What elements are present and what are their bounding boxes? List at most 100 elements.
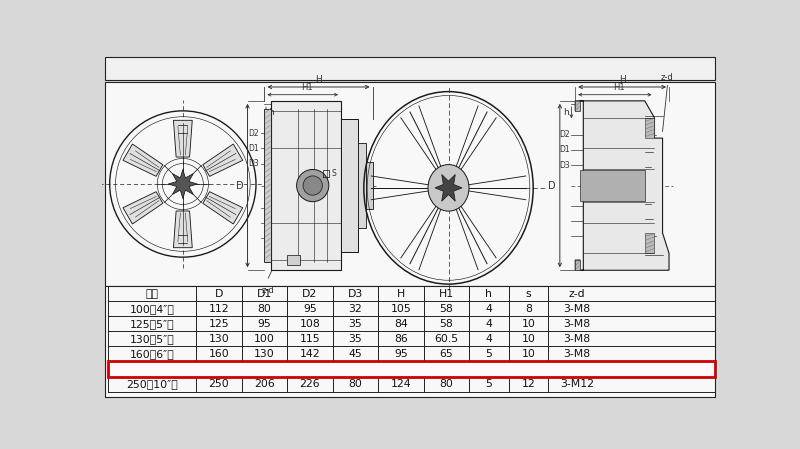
Polygon shape <box>168 169 198 198</box>
Text: 80: 80 <box>439 379 454 389</box>
Text: 65: 65 <box>439 349 454 359</box>
Text: h: h <box>486 289 492 299</box>
FancyBboxPatch shape <box>105 286 715 396</box>
Text: H1: H1 <box>439 289 454 299</box>
Text: 165: 165 <box>254 364 274 374</box>
Text: 4: 4 <box>486 334 492 344</box>
Text: 规格: 规格 <box>146 289 158 299</box>
Text: h: h <box>268 108 274 117</box>
Text: D: D <box>236 180 244 190</box>
Text: D1: D1 <box>249 144 259 153</box>
Ellipse shape <box>428 165 469 211</box>
FancyBboxPatch shape <box>287 255 300 265</box>
Text: z-d: z-d <box>661 73 674 82</box>
Text: S: S <box>332 169 337 178</box>
Text: 226: 226 <box>299 379 320 389</box>
Text: 115: 115 <box>299 334 320 344</box>
FancyBboxPatch shape <box>366 162 373 209</box>
Text: 12: 12 <box>522 379 535 389</box>
Text: D1: D1 <box>559 145 570 154</box>
Text: 160: 160 <box>209 349 230 359</box>
Text: 80: 80 <box>349 379 362 389</box>
FancyBboxPatch shape <box>645 118 654 138</box>
Polygon shape <box>435 175 462 201</box>
Text: 250: 250 <box>209 379 230 389</box>
FancyBboxPatch shape <box>271 101 341 270</box>
Text: 65: 65 <box>349 364 362 374</box>
Text: 95: 95 <box>258 319 271 329</box>
Text: H: H <box>618 75 626 84</box>
Text: 125: 125 <box>209 319 230 329</box>
Polygon shape <box>123 192 163 224</box>
Polygon shape <box>174 120 192 157</box>
Text: 5: 5 <box>486 364 492 374</box>
Text: 113: 113 <box>390 364 411 374</box>
Text: 4: 4 <box>486 304 492 314</box>
Text: z-d: z-d <box>262 286 274 295</box>
Text: H: H <box>397 289 405 299</box>
FancyBboxPatch shape <box>575 101 580 111</box>
Text: 200: 200 <box>209 364 230 374</box>
Text: 160（6″）: 160（6″） <box>130 349 174 359</box>
Text: 124: 124 <box>390 379 411 389</box>
Text: 10: 10 <box>522 319 535 329</box>
Text: 10: 10 <box>522 349 535 359</box>
Text: 3-M10: 3-M10 <box>560 364 594 374</box>
FancyBboxPatch shape <box>105 57 715 80</box>
Text: 130: 130 <box>254 349 274 359</box>
Text: 60.5: 60.5 <box>434 334 458 344</box>
Text: 35: 35 <box>349 319 362 329</box>
Polygon shape <box>203 192 242 224</box>
Text: 86: 86 <box>394 334 408 344</box>
Circle shape <box>303 176 322 195</box>
Text: 250（10″）: 250（10″） <box>126 379 178 389</box>
Text: 75: 75 <box>439 364 454 374</box>
Text: 3-M8: 3-M8 <box>563 319 590 329</box>
Text: 10: 10 <box>522 334 535 344</box>
Text: D: D <box>214 289 223 299</box>
Text: 3-M8: 3-M8 <box>563 304 590 314</box>
Text: 45: 45 <box>349 349 362 359</box>
Text: 58: 58 <box>439 319 454 329</box>
Text: H1: H1 <box>613 84 625 92</box>
FancyBboxPatch shape <box>105 82 715 286</box>
Text: 35: 35 <box>349 334 362 344</box>
Text: 5: 5 <box>486 379 492 389</box>
Text: 108: 108 <box>299 319 320 329</box>
Circle shape <box>297 169 329 202</box>
Text: D3: D3 <box>559 161 570 170</box>
Text: 32: 32 <box>349 304 362 314</box>
Text: 58: 58 <box>439 304 454 314</box>
Text: 142: 142 <box>299 349 320 359</box>
Text: H: H <box>315 75 322 84</box>
Text: 95: 95 <box>394 349 408 359</box>
Text: s: s <box>526 289 531 299</box>
Polygon shape <box>174 211 192 248</box>
Text: H1: H1 <box>301 84 312 92</box>
FancyBboxPatch shape <box>108 361 715 377</box>
FancyBboxPatch shape <box>265 109 271 262</box>
Polygon shape <box>203 144 242 176</box>
Text: h: h <box>563 108 569 117</box>
Text: 200（8″）: 200（8″） <box>130 364 174 374</box>
Text: 3-M12: 3-M12 <box>560 379 594 389</box>
Text: z-d: z-d <box>569 289 585 299</box>
Text: 8: 8 <box>525 304 532 314</box>
Text: 125（5″）: 125（5″） <box>130 319 174 329</box>
Text: 206: 206 <box>254 379 274 389</box>
Text: D2: D2 <box>249 128 259 137</box>
Polygon shape <box>580 170 645 201</box>
Text: 100: 100 <box>254 334 275 344</box>
Text: D2: D2 <box>559 130 570 139</box>
Text: D1: D1 <box>257 289 272 299</box>
Text: D: D <box>548 180 556 190</box>
Text: 100（4″）: 100（4″） <box>130 304 174 314</box>
Polygon shape <box>123 144 163 176</box>
FancyBboxPatch shape <box>341 119 358 251</box>
Text: 80: 80 <box>258 304 271 314</box>
Text: 95: 95 <box>303 304 317 314</box>
Text: 12: 12 <box>522 364 535 374</box>
FancyBboxPatch shape <box>358 143 366 228</box>
Polygon shape <box>575 101 669 270</box>
Text: 130（5″）: 130（5″） <box>130 334 174 344</box>
